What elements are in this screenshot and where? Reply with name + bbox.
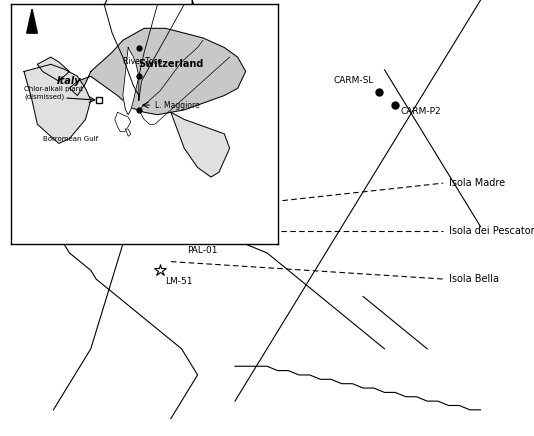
Text: PAL-P: PAL-P — [141, 216, 166, 225]
Text: River Toce: River Toce — [123, 58, 162, 66]
Polygon shape — [27, 9, 37, 33]
Text: Isola dei Pescatori: Isola dei Pescatori — [449, 226, 534, 236]
Text: BAV-SL: BAV-SL — [102, 222, 134, 231]
Text: Chlor-alkali plant
(dismissed): Chlor-alkali plant (dismissed) — [24, 86, 83, 100]
Text: CARM-P2: CARM-P2 — [400, 107, 441, 116]
Text: PAL-SL: PAL-SL — [198, 196, 227, 205]
Text: CARM-SL: CARM-SL — [333, 76, 374, 85]
Polygon shape — [171, 112, 230, 177]
Polygon shape — [123, 48, 139, 115]
Text: PAL-01: PAL-01 — [187, 246, 217, 255]
Text: Borromean Gulf: Borromean Gulf — [43, 136, 98, 142]
Text: Isola Madre: Isola Madre — [449, 178, 505, 188]
Polygon shape — [69, 28, 246, 115]
Polygon shape — [24, 64, 91, 143]
Text: LM-51: LM-51 — [166, 277, 193, 286]
Text: Italy: Italy — [57, 76, 82, 86]
Text: L. Maggiore: L. Maggiore — [155, 101, 200, 109]
Text: LM-17: LM-17 — [133, 209, 160, 218]
Text: BAV-P: BAV-P — [108, 211, 134, 220]
Text: LMER-SL: LMER-SL — [83, 148, 121, 157]
Text: Switzerland: Switzerland — [138, 59, 203, 69]
Text: Isola Bella: Isola Bella — [449, 274, 499, 284]
Polygon shape — [43, 96, 75, 122]
Text: LM-16: LM-16 — [146, 192, 174, 201]
Text: N: N — [28, 0, 36, 2]
Polygon shape — [115, 112, 131, 132]
Polygon shape — [37, 57, 69, 81]
Polygon shape — [125, 129, 131, 136]
